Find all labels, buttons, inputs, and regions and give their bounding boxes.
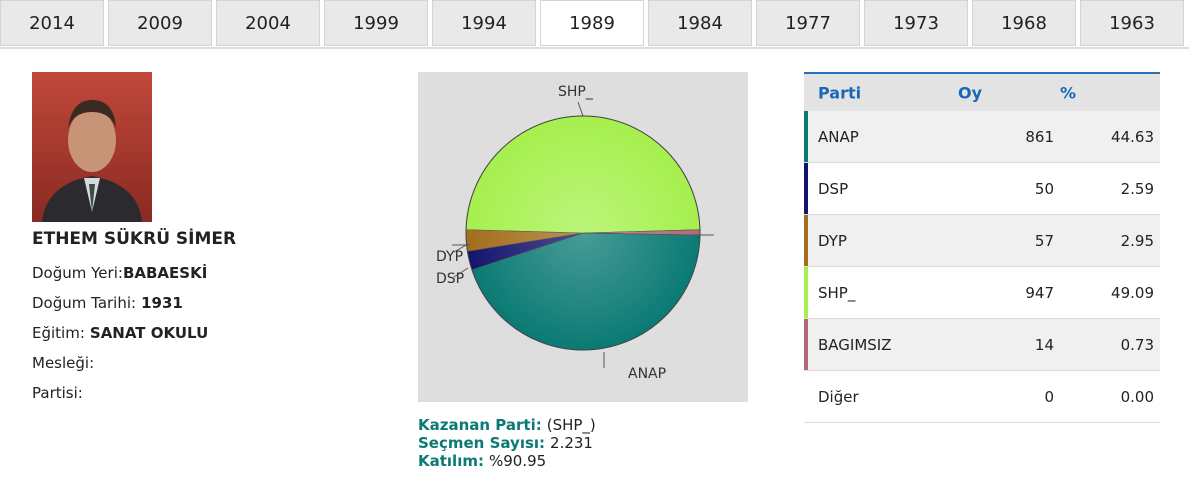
year-tab[interactable]: 2009 bbox=[108, 0, 212, 46]
candidate-fields: Doğum Yeri:BABAESKİ Doğum Tarihi: 1931 Eğit… bbox=[32, 264, 208, 414]
party-name: DYP bbox=[818, 231, 847, 250]
party-name: Diğer bbox=[818, 387, 859, 406]
summary-line: Katılım: %90.95 bbox=[418, 452, 596, 470]
results-table: Parti Oy % ANAP 861 44.63 DSP 50 2.59 DYP 57 2.9… bbox=[804, 72, 1160, 423]
votes: 861 bbox=[1025, 127, 1054, 146]
votes: 57 bbox=[1034, 231, 1054, 250]
field-value: SANAT OKULU bbox=[89, 324, 209, 342]
percent: 2.59 bbox=[1120, 179, 1154, 198]
summary: Kazanan Parti: (SHP_) Seçmen Sayısı: 2.231 K… bbox=[418, 416, 596, 470]
summary-label: Kazanan Parti: bbox=[418, 416, 542, 434]
candidate-name: ETHEM SÜKRÜ SİMER bbox=[32, 229, 237, 249]
field: Eğitim: SANAT OKULU bbox=[32, 324, 208, 354]
party-color bbox=[804, 215, 808, 266]
field: Doğum Tarihi: 1931 bbox=[32, 294, 208, 324]
slice-label: ANAP bbox=[628, 366, 666, 382]
percent: 0.00 bbox=[1120, 387, 1154, 406]
year-tab[interactable]: 2014 bbox=[0, 0, 104, 46]
year-tab[interactable]: 2004 bbox=[216, 0, 320, 46]
party-name: ANAP bbox=[818, 127, 859, 146]
pie-outline bbox=[465, 115, 701, 351]
table-row: BAGIMSIZ 14 0.73 bbox=[804, 319, 1160, 371]
leader-line bbox=[577, 101, 584, 117]
header-cell: Oy bbox=[958, 83, 983, 102]
percent: 44.63 bbox=[1111, 127, 1154, 146]
party-color bbox=[804, 163, 808, 214]
party-name: DSP bbox=[818, 179, 849, 198]
table-row: DYP 57 2.95 bbox=[804, 215, 1160, 267]
field-label: Mesleği: bbox=[32, 354, 95, 372]
year-tab[interactable]: 1977 bbox=[756, 0, 860, 46]
year-tab[interactable]: 1968 bbox=[972, 0, 1076, 46]
field-label: Doğum Yeri: bbox=[32, 264, 123, 282]
year-tab[interactable]: 1984 bbox=[648, 0, 752, 46]
table-header: Parti Oy % bbox=[804, 72, 1160, 111]
field-label: Eğitim: bbox=[32, 324, 85, 342]
summary-label: Katılım: bbox=[418, 452, 484, 470]
pie-chart: ANAP DSP DYP SHP_ bbox=[418, 72, 748, 402]
percent: 2.95 bbox=[1120, 231, 1154, 250]
votes: 947 bbox=[1025, 283, 1054, 302]
field-value: 1931 bbox=[141, 294, 183, 312]
percent: 49.09 bbox=[1111, 283, 1154, 302]
year-tab[interactable]: 1989 bbox=[540, 0, 644, 46]
party-color bbox=[804, 319, 808, 370]
slice-label: DSP bbox=[436, 271, 464, 287]
table-row: SHP_ 947 49.09 bbox=[804, 267, 1160, 319]
field-label: Partisi: bbox=[32, 384, 83, 402]
header-cell: Parti bbox=[818, 83, 862, 102]
summary-label: Seçmen Sayısı: bbox=[418, 434, 546, 452]
year-tab[interactable]: 1963 bbox=[1080, 0, 1184, 46]
field-value: BABAESKİ bbox=[122, 264, 208, 282]
year-tab[interactable]: 1994 bbox=[432, 0, 536, 46]
table-row: Diğer 0 0.00 bbox=[804, 371, 1160, 423]
header-cell: % bbox=[1060, 83, 1077, 102]
field-label: Doğum Tarihi: bbox=[32, 294, 137, 312]
votes: 50 bbox=[1034, 179, 1054, 198]
votes: 0 bbox=[1044, 387, 1054, 406]
field: Mesleği: bbox=[32, 354, 208, 384]
summary-line: Kazanan Parti: (SHP_) bbox=[418, 416, 596, 434]
party-color bbox=[804, 267, 808, 318]
party-name: SHP_ bbox=[818, 283, 856, 302]
field: Doğum Yeri:BABAESKİ bbox=[32, 264, 208, 294]
year-tab[interactable]: 1999 bbox=[324, 0, 428, 46]
summary-line: Seçmen Sayısı: 2.231 bbox=[418, 434, 596, 452]
candidate-photo bbox=[32, 72, 152, 222]
table-row: DSP 50 2.59 bbox=[804, 163, 1160, 215]
summary-value: 2.231 bbox=[550, 434, 593, 452]
party-color bbox=[804, 111, 808, 162]
table-row: ANAP 861 44.63 bbox=[804, 111, 1160, 163]
leader-line bbox=[453, 267, 469, 278]
summary-value: (SHP_) bbox=[546, 416, 596, 434]
year-tab[interactable]: 1973 bbox=[864, 0, 968, 46]
slice-label: SHP_ bbox=[558, 84, 594, 100]
slice-label: DYP bbox=[436, 249, 463, 265]
field: Partisi: bbox=[32, 384, 208, 414]
summary-value: %90.95 bbox=[488, 452, 547, 470]
year-tabs: 2014 2009 2004 1999 1994 1989 1984 1977 1973 1968… bbox=[0, 0, 1189, 49]
percent: 0.73 bbox=[1120, 335, 1154, 354]
votes: 14 bbox=[1034, 335, 1054, 354]
party-name: BAGIMSIZ bbox=[818, 335, 892, 354]
